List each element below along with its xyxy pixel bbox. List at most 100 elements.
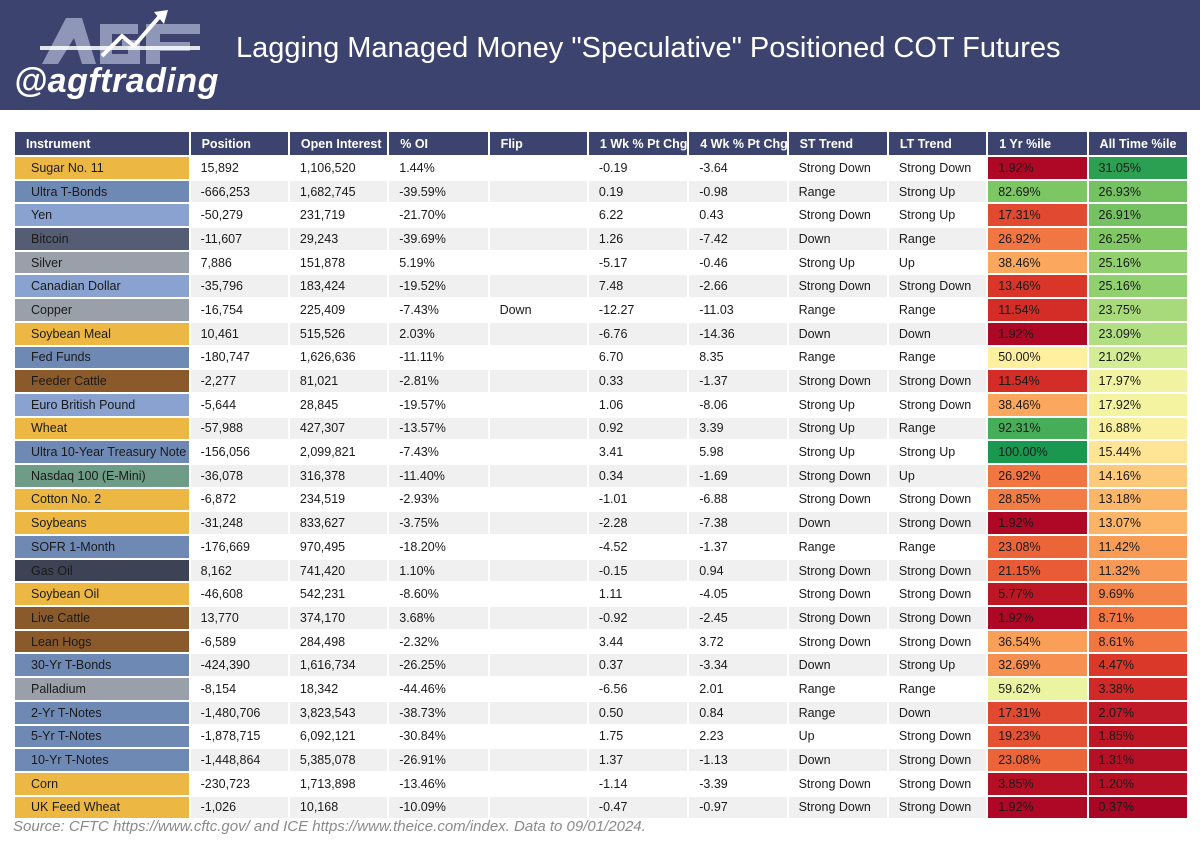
all-time-percentile-cell: 23.09%	[1088, 322, 1187, 347]
st-trend-cell: Strong Down	[788, 796, 887, 821]
pct-oi-cell: -11.40%	[389, 464, 488, 489]
wk1-change-cell: -0.47	[588, 796, 688, 821]
all-time-percentile-cell: 11.32%	[1088, 559, 1187, 584]
st-trend-cell: Range	[788, 346, 887, 371]
position-cell: -16,754	[190, 299, 288, 323]
table-row: Euro British Pound -5,644 28,845 -19.57% 1.0…	[15, 393, 1187, 418]
flip-cell	[489, 251, 587, 276]
flip-cell	[489, 417, 587, 442]
wk4-change-cell: -0.97	[689, 796, 787, 821]
one-yr-percentile-cell: 1.92%	[988, 796, 1087, 821]
st-trend-cell: Down	[788, 322, 887, 347]
wk4-change-cell: -2.45	[689, 607, 787, 631]
pct-oi-cell: -7.43%	[389, 441, 488, 465]
lt-trend-cell: Range	[888, 417, 987, 442]
all-time-percentile-cell: 2.07%	[1088, 701, 1187, 726]
position-cell: -46,608	[190, 583, 288, 608]
instrument-cell: 5-Yr T-Notes	[15, 725, 189, 750]
wk4-change-cell: 8.35	[689, 346, 787, 371]
position-cell: -6,872	[190, 488, 288, 513]
open-interest-cell: 741,420	[289, 559, 388, 584]
open-interest-cell: 225,409	[289, 299, 388, 323]
flip-cell	[489, 275, 587, 300]
flip-cell	[489, 180, 587, 205]
table-row: Sugar No. 11 15,892 1,106,520 1.44% -0.19 -3.…	[15, 157, 1187, 181]
lt-trend-cell: Strong Down	[888, 772, 987, 797]
wk1-change-cell: 0.50	[588, 701, 688, 726]
open-interest-cell: 151,878	[289, 251, 388, 276]
wk1-change-cell: -1.01	[588, 488, 688, 513]
pct-oi-cell: -39.59%	[389, 180, 488, 205]
position-cell: -176,669	[190, 536, 288, 560]
flip-cell	[489, 559, 587, 584]
st-trend-cell: Strong Up	[788, 393, 887, 418]
instrument-cell: Soybean Meal	[15, 322, 189, 347]
col-header: Position	[190, 132, 288, 157]
wk4-change-cell: 3.39	[689, 417, 787, 442]
open-interest-cell: 427,307	[289, 417, 388, 442]
wk1-change-cell: -1.14	[588, 772, 688, 797]
wk1-change-cell: -0.92	[588, 607, 688, 631]
wk1-change-cell: 3.44	[588, 630, 688, 655]
flip-cell	[489, 583, 587, 608]
one-yr-percentile-cell: 17.31%	[988, 701, 1087, 726]
one-yr-percentile-cell: 59.62%	[988, 678, 1087, 702]
pct-oi-cell: -2.93%	[389, 488, 488, 513]
pct-oi-cell: -26.25%	[389, 654, 488, 679]
one-yr-percentile-cell: 1.92%	[988, 512, 1087, 536]
flip-cell	[489, 607, 587, 631]
flip-cell	[489, 512, 587, 536]
wk4-change-cell: -2.66	[689, 275, 787, 300]
flip-cell	[489, 749, 587, 773]
flip-cell	[489, 464, 587, 489]
position-cell: 8,162	[190, 559, 288, 584]
position-cell: -1,480,706	[190, 701, 288, 726]
pct-oi-cell: 1.44%	[389, 157, 488, 181]
table-row: Ultra 10-Year Treasury Note -156,056 2,099…	[15, 441, 1187, 465]
open-interest-cell: 1,682,745	[289, 180, 388, 205]
wk4-change-cell: -0.98	[689, 180, 787, 205]
lt-trend-cell: Strong Down	[888, 275, 987, 300]
all-time-percentile-cell: 0.37%	[1088, 796, 1187, 821]
lt-trend-cell: Down	[888, 322, 987, 347]
table-row: Ultra T-Bonds -666,253 1,682,745 -39.59% 0.1…	[15, 180, 1187, 205]
table-row: Corn -230,723 1,713,898 -13.46% -1.14 -3.39 St…	[15, 772, 1187, 797]
one-yr-percentile-cell: 11.54%	[988, 299, 1087, 323]
flip-cell	[489, 536, 587, 560]
instrument-cell: Soybean Oil	[15, 583, 189, 608]
instrument-cell: 30-Yr T-Bonds	[15, 654, 189, 679]
wk1-change-cell: 1.11	[588, 583, 688, 608]
col-header: All Time %ile	[1088, 132, 1187, 157]
position-cell: -35,796	[190, 275, 288, 300]
pct-oi-cell: -11.11%	[389, 346, 488, 371]
pct-oi-cell: -38.73%	[389, 701, 488, 726]
st-trend-cell: Strong Down	[788, 607, 887, 631]
st-trend-cell: Down	[788, 749, 887, 773]
flip-cell	[489, 346, 587, 371]
wk4-change-cell: 0.84	[689, 701, 787, 726]
pct-oi-cell: -21.70%	[389, 204, 488, 229]
wk1-change-cell: -2.28	[588, 512, 688, 536]
flip-cell	[489, 322, 587, 347]
position-cell: 13,770	[190, 607, 288, 631]
flip-cell: Down	[489, 299, 587, 323]
wk4-change-cell: -1.37	[689, 536, 787, 560]
pct-oi-cell: -7.43%	[389, 299, 488, 323]
pct-oi-cell: 1.10%	[389, 559, 488, 584]
flip-cell	[489, 488, 587, 513]
position-cell: -156,056	[190, 441, 288, 465]
one-yr-percentile-cell: 28.85%	[988, 488, 1087, 513]
open-interest-cell: 3,823,543	[289, 701, 388, 726]
lt-trend-cell: Range	[888, 678, 987, 702]
instrument-cell: Live Cattle	[15, 607, 189, 631]
wk4-change-cell: -0.46	[689, 251, 787, 276]
open-interest-cell: 515,526	[289, 322, 388, 347]
instrument-cell: Palladium	[15, 678, 189, 702]
lt-trend-cell: Strong Up	[888, 204, 987, 229]
st-trend-cell: Range	[788, 678, 887, 702]
st-trend-cell: Down	[788, 654, 887, 679]
lt-trend-cell: Down	[888, 701, 987, 726]
one-yr-percentile-cell: 50.00%	[988, 346, 1087, 371]
all-time-percentile-cell: 23.75%	[1088, 299, 1187, 323]
table-row: 5-Yr T-Notes -1,878,715 6,092,121 -30.84% 1.…	[15, 725, 1187, 750]
